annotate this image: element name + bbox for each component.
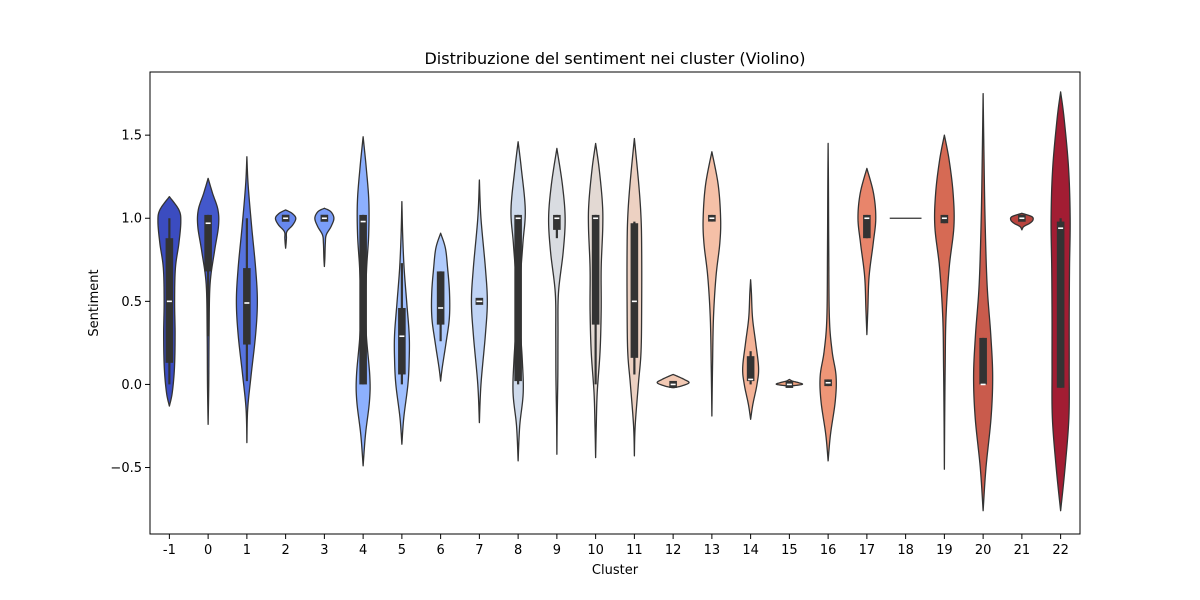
violin-cluster-14 — [742, 279, 760, 420]
iqr-box — [940, 214, 949, 224]
iqr-box — [243, 268, 251, 345]
violin-body — [972, 92, 994, 512]
x-tick-label: 20 — [975, 543, 992, 558]
x-tick-label: 13 — [704, 543, 721, 558]
iqr-box — [746, 356, 755, 382]
x-tick-label: 11 — [626, 543, 643, 558]
violin-body — [933, 134, 955, 470]
violin-cluster-21 — [1009, 212, 1034, 231]
x-axis: -1 0 1 2 3 4 5 6 7 8 9 10 11 12 13 14 15 16 17 18 19 20 21 22 — [163, 534, 1069, 558]
x-tick-label: 16 — [820, 543, 837, 558]
x-tick-label: 0 — [204, 543, 212, 558]
violin-cluster-19 — [933, 134, 955, 470]
x-tick-label: 15 — [781, 543, 798, 558]
violin-cluster-2 — [274, 209, 297, 249]
violin-cluster--1 — [157, 195, 182, 407]
x-tick-label: 19 — [936, 543, 953, 558]
x-tick-label: 10 — [587, 543, 604, 558]
violin-cluster-7 — [470, 179, 488, 424]
violin-cluster-17 — [857, 167, 877, 336]
violin-cluster-4 — [355, 136, 371, 467]
violin-cluster-12 — [656, 373, 690, 389]
x-tick-label: 22 — [1052, 543, 1069, 558]
iqr-box — [204, 214, 212, 272]
y-tick-label: 0.5 — [121, 295, 142, 310]
violin-body — [314, 207, 335, 268]
x-axis-title: Cluster — [592, 563, 639, 578]
x-tick-label: 9 — [553, 543, 561, 558]
violin-body — [547, 147, 566, 455]
y-tick-label: 1.0 — [121, 212, 142, 227]
violin-cluster-5 — [393, 200, 411, 445]
x-tick-label: 14 — [742, 543, 759, 558]
violin-cluster-9 — [547, 147, 566, 455]
iqr-box — [979, 337, 987, 385]
x-tick-label: 4 — [359, 543, 367, 558]
violin-cluster-0 — [196, 177, 220, 425]
violin-body — [819, 142, 837, 462]
violin-cluster-13 — [702, 151, 722, 417]
x-tick-label: -1 — [163, 543, 176, 558]
iqr-box — [436, 271, 445, 325]
x-tick-label: 18 — [897, 543, 914, 558]
violin-cluster-16 — [819, 142, 837, 462]
plot-area — [157, 91, 1071, 512]
violin-cluster-8 — [510, 141, 526, 462]
violin-body — [274, 209, 297, 249]
chart-title: Distribuzione del sentiment nei cluster … — [424, 49, 805, 68]
x-tick-label: 21 — [1014, 543, 1031, 558]
plot-frame — [149, 71, 1081, 535]
violin-cluster-11 — [626, 137, 643, 457]
violin-cluster-1 — [235, 156, 259, 444]
x-tick-label: 7 — [475, 543, 483, 558]
y-axis: −0.5 0.0 0.5 1.0 1.5 — [110, 129, 150, 476]
iqr-box — [553, 214, 561, 230]
x-tick-label: 3 — [320, 543, 328, 558]
violin-body — [702, 151, 722, 417]
x-tick-label: 12 — [665, 543, 682, 558]
y-tick-label: −0.5 — [110, 461, 142, 476]
iqr-box — [1056, 221, 1065, 388]
violin-cluster-22 — [1050, 91, 1071, 512]
iqr-box — [514, 214, 522, 382]
iqr-box — [591, 214, 600, 325]
violin-body — [857, 167, 877, 336]
x-tick-label: 1 — [243, 543, 251, 558]
x-tick-label: 8 — [514, 543, 522, 558]
iqr-box — [165, 238, 174, 363]
y-tick-label: 0.0 — [121, 378, 142, 393]
x-tick-label: 6 — [436, 543, 444, 558]
violin-body — [742, 279, 760, 420]
iqr-box — [398, 307, 406, 375]
iqr-box — [359, 214, 367, 385]
violin-cluster-6 — [430, 232, 451, 382]
x-tick-label: 5 — [398, 543, 406, 558]
violin-cluster-20 — [972, 92, 994, 512]
iqr-box — [630, 223, 639, 358]
violin-cluster-15 — [775, 378, 804, 388]
y-axis-title: Sentiment — [87, 269, 102, 336]
violin-cluster-10 — [587, 142, 604, 459]
y-tick-label: 1.5 — [121, 129, 142, 144]
iqr-box — [863, 214, 871, 239]
x-tick-label: 2 — [281, 543, 289, 558]
violin-cluster-3 — [314, 207, 335, 268]
x-tick-label: 17 — [859, 543, 876, 558]
